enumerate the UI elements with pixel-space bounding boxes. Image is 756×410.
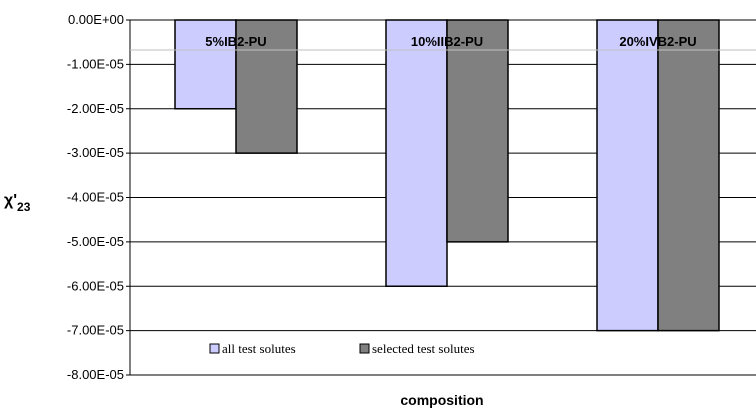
- legend-label-all-test-solutes: all test solutes: [222, 341, 296, 356]
- y-tick-label: -7.00E-05: [67, 323, 124, 338]
- y-tick-label: -6.00E-05: [67, 278, 124, 293]
- bar-all-test-solutes-1: [385, 19, 448, 287]
- category-labels: 5%IB2-PU 10%IIB2-PU 20%IVB2-PU: [205, 34, 696, 49]
- category-label: 10%IIB2-PU: [411, 34, 483, 49]
- bar-selected-test-solutes-1: [446, 19, 509, 243]
- y-axis-label-sub: 23: [17, 200, 31, 214]
- y-tick-label: -1.00E-05: [67, 56, 124, 71]
- category-label: 5%IB2-PU: [205, 34, 266, 49]
- bar-selected-test-solutes-0: [235, 19, 298, 154]
- y-axis-ticks: 0.00E+00 -1.00E-05 -2.00E-05 -3.00E-05 -4.00…: [67, 12, 130, 382]
- y-tick-label: -4.00E-05: [67, 190, 124, 205]
- y-tick-label: -8.00E-05: [67, 367, 124, 382]
- y-tick-label: -5.00E-05: [67, 234, 124, 249]
- y-tick-label: -2.00E-05: [67, 101, 124, 116]
- category-label: 20%IVB2-PU: [619, 34, 696, 49]
- legend-swatch-all-test-solutes: [209, 343, 220, 354]
- legend-swatch-selected-test-solutes: [359, 343, 370, 354]
- y-tick-label: 0.00E+00: [68, 12, 124, 27]
- x-axis-label: composition: [400, 392, 483, 408]
- y-axis-label-main: χ': [4, 192, 17, 209]
- legend: all test solutes selected test solutes: [209, 341, 475, 356]
- legend-label-selected-test-solutes: selected test solutes: [372, 341, 475, 356]
- y-axis-label: χ'23: [4, 192, 31, 214]
- bar-selected-test-solutes-2: [657, 19, 720, 332]
- y-tick-label: -3.00E-05: [67, 145, 124, 160]
- bar-all-test-solutes-2: [596, 19, 659, 332]
- bars: [174, 19, 720, 332]
- axes: [129, 20, 756, 375]
